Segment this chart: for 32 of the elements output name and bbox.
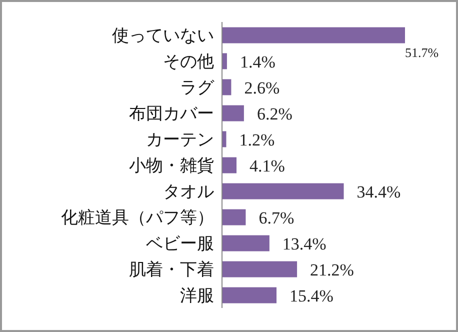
- y-tick-label: ラグ: [180, 78, 215, 98]
- data-label: 1.4%: [240, 52, 276, 72]
- data-label: 4.1%: [250, 156, 285, 176]
- y-tick-label: 洋服: [180, 286, 214, 306]
- bar: [222, 287, 277, 304]
- data-label: 6.7%: [258, 208, 294, 228]
- bar: [222, 27, 405, 44]
- y-tick-label: 布団カバー: [129, 104, 214, 124]
- data-label: 34.4%: [356, 182, 401, 202]
- y-tick-label: タオル: [163, 182, 214, 202]
- y-tick-label: 化粧道具（パフ等）: [61, 208, 214, 228]
- bar: [222, 183, 344, 200]
- y-tick-label: 小物・雑貨: [129, 156, 214, 176]
- bar: [222, 157, 237, 174]
- data-label: 21.2%: [310, 260, 354, 280]
- data-label: 2.6%: [244, 78, 280, 98]
- data-label: 13.4%: [282, 234, 326, 254]
- y-tick-label: その他: [163, 52, 214, 72]
- bar: [222, 261, 298, 278]
- bar: [222, 235, 270, 252]
- data-label: 15.4%: [290, 286, 334, 306]
- bar: [222, 53, 227, 70]
- data-label: 51.7%: [405, 45, 439, 60]
- data-label: 6.2%: [256, 104, 292, 124]
- y-tick-label: カーテン: [146, 130, 214, 150]
- data-label: 1.2%: [239, 130, 275, 150]
- bar: [222, 79, 232, 96]
- y-tick-label: 肌着・下着: [129, 260, 214, 280]
- y-tick-label: 使っていない: [112, 26, 214, 46]
- y-tick-label: ベビー服: [146, 234, 214, 254]
- bar: [222, 209, 246, 226]
- bar: [222, 105, 244, 122]
